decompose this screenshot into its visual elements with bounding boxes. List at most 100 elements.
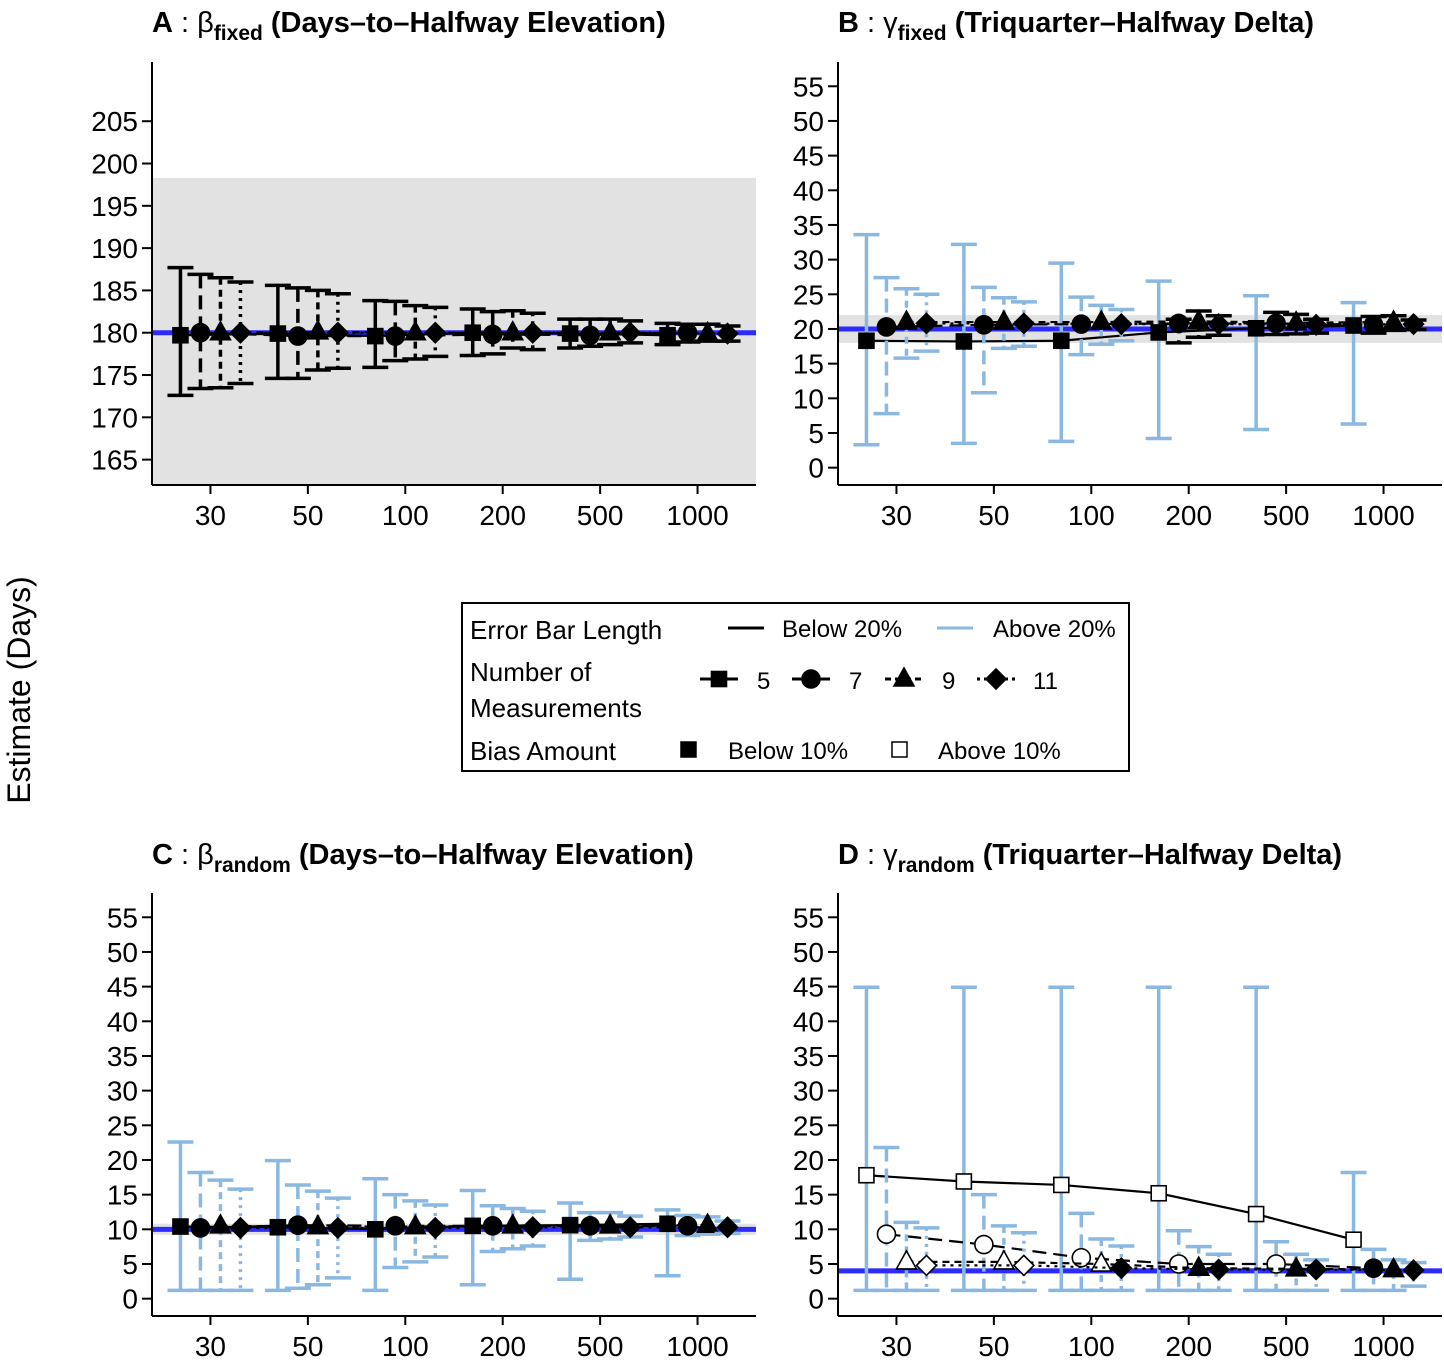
series-line [926,1264,1414,1272]
panel-letter: A [152,7,173,39]
y-tick-label: 170 [91,402,138,433]
data-point-square [1052,332,1070,350]
panel-symbol: β [197,7,214,39]
series-5-measurements [167,1140,681,1293]
y-tick-label: 185 [91,275,138,306]
legend-measurement-swatches [700,666,1015,691]
data-point-triangle [895,309,918,330]
data-point-circle [1363,1258,1384,1278]
legend-bias-title: Bias Amount [470,736,617,766]
series-11-measurements [227,280,741,386]
legend-bias-above-swatch [891,741,908,758]
data-point-diamond [521,1216,544,1239]
series-line [866,1174,1354,1241]
y-tick-label: 190 [91,233,138,264]
data-point-diamond [915,1254,938,1277]
y-tick-label: 50 [793,937,824,968]
data-point-diamond [1304,1258,1328,1281]
series-line [886,1233,1374,1270]
x-tick-label: 1000 [666,1331,728,1362]
data-point-circle [974,1234,994,1255]
y-tick-label: 30 [793,1076,824,1107]
data-point-square [269,325,287,342]
data-point-triangle [1187,308,1211,330]
data-point-triangle [1284,1256,1308,1277]
legend-bias-above-label: Above 10% [938,738,1061,765]
data-point-diamond [716,322,739,345]
y-tick-label: 0 [808,453,824,484]
panel-B: B : γfixed (Triquarter–Halfway Delta) 0 5 1… [793,7,1442,531]
series-line [220,330,708,335]
legend-marker-diamond [984,667,1008,691]
data-point-triangle [598,1213,622,1234]
data-point-triangle [992,309,1016,330]
x-tick-label: 100 [382,500,429,531]
x-tick-label: 50 [978,500,1009,531]
data-point-circle [876,317,897,337]
legend-measurements-title-line1: Number of [470,657,592,687]
data-point-triangle [501,320,525,341]
y-tick-label: 200 [91,149,138,180]
data-point-square [955,1173,973,1190]
x-tick-label: 30 [195,500,226,531]
legend-measurement-7: 7 [849,668,862,695]
panel-A: A : βfixed (Days–to–Halfway Elevation) 16… [91,7,756,531]
x-tick-label: 50 [292,500,323,531]
panel-symbol: γ [883,7,898,39]
data-point-triangle [209,1213,232,1234]
series-line [906,320,1394,324]
panel-title: A : βfixed (Days–to–Halfway Elevation) [152,7,666,45]
y-tick-label: 5 [122,1249,138,1280]
data-point-triangle [1187,1255,1211,1276]
panel-colon: : [859,839,883,871]
y-tick-label: 25 [793,1110,824,1141]
panel-symbol: β [197,839,214,871]
x-tick-label: 50 [978,1331,1009,1362]
y-tick-label: 205 [91,106,138,137]
y-tick-label: 40 [793,175,824,206]
data-point-square [1345,1231,1362,1249]
legend-error-bar-below-label: Below 20% [782,616,902,643]
series-5-measurements [167,265,681,398]
series-line [240,1226,728,1230]
series-5-measurements [853,985,1367,1293]
y-tick-label: 165 [91,445,138,476]
y-tick-label: 25 [793,279,824,310]
series-line [240,331,728,335]
data-point-square [858,1166,875,1184]
y-tick-label: 5 [808,1249,824,1280]
data-point-diamond [424,1216,447,1240]
panel-symbol: γ [883,839,898,871]
series-9-measurements [893,287,1407,360]
data-point-square [1247,1205,1265,1223]
panel-D: D : γrandom (Triquarter–Halfway Delta) 0 5… [793,839,1442,1362]
panel-title-text: (Triquarter–Halfway Delta) [947,7,1314,39]
data-point-diamond [1012,312,1036,335]
legend-box [461,602,1130,772]
legend-error-bar-title: Error Bar Length [470,615,662,645]
series-5-measurements [853,232,1367,447]
data-point-circle [288,326,308,346]
data-point-diamond [424,321,447,344]
data-point-diamond [1402,1259,1425,1282]
data-point-square [659,326,676,344]
series-line [926,322,1414,326]
x-tick-label: 1000 [666,500,728,531]
y-tick-label: 35 [793,1041,824,1072]
y-tick-label: 35 [107,1041,138,1072]
data-point-triangle [696,320,719,342]
panel-subscript: random [214,854,291,877]
x-tick-label: 200 [479,500,526,531]
data-point-square [172,1218,189,1235]
x-tick-label: 100 [1068,1331,1115,1362]
legend-bias-below-swatch [680,741,697,758]
data-point-triangle [403,320,427,341]
data-point-diamond [618,321,642,344]
data-point-square [1150,1184,1168,1202]
panel-colon: : [859,7,883,39]
panel-letter: B [838,7,859,39]
y-tick-label: 180 [91,318,138,349]
y-tick-label: 50 [107,937,138,968]
y-tick-label: 45 [793,972,824,1003]
